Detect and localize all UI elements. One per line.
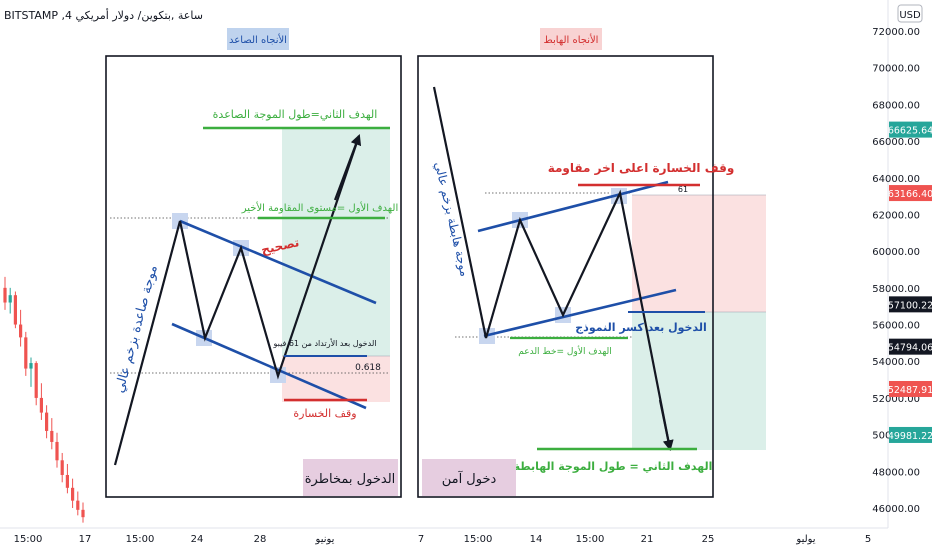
bearish-title-box	[540, 28, 602, 50]
y-tick-label: 56000.00	[872, 321, 920, 332]
price-badge	[889, 426, 932, 443]
candle-body	[3, 287, 7, 303]
x-tick-label: 15:00	[126, 534, 155, 545]
candle-body	[50, 430, 54, 442]
chart-header: BITSTAMP ,4 ساعة ,بتكوين/ دولار أمريكي	[0, 0, 300, 26]
bear-profit-zone	[632, 312, 766, 450]
price-badges: 66625.64 63166.40 57100.22 54794.06 52487.91…	[888, 121, 932, 443]
candle-body	[81, 509, 85, 518]
candle-body	[55, 441, 59, 461]
bear-entry-box-label: دخول آمن	[442, 470, 497, 487]
bear-entry-label: الدخول بعد كسر النموذج	[575, 321, 706, 335]
price-badge	[889, 121, 932, 138]
bull-wave-path	[113, 135, 361, 466]
y-tick-label: 46000.00	[872, 504, 920, 515]
bear-entry-box	[422, 459, 516, 496]
x-tick-label: 24	[191, 534, 204, 545]
bull-stop-label: وقف الخسارة	[293, 407, 356, 420]
x-tick-label: 15:00	[464, 534, 493, 545]
bull-entry-note: الدخول بعد الأرتداد من 61 فيبو	[273, 338, 377, 348]
x-tick-label: 15:00	[576, 534, 605, 545]
candle-body	[24, 337, 28, 369]
candle-body	[65, 474, 69, 488]
symbol-label: BITSTAMP ,4 ساعة ,بتكوين/ دولار أمريكي	[4, 9, 203, 22]
bearish-title: الأنجاه الهابط	[544, 33, 599, 46]
bearish-frame	[417, 55, 714, 498]
x-tick-label: 21	[641, 534, 654, 545]
x-tick-label: 28	[254, 534, 267, 545]
bull-arrow	[333, 133, 362, 201]
x-tick-label: 15:00	[14, 534, 43, 545]
candle-body	[19, 324, 23, 338]
x-tick-label: يونيو	[315, 534, 335, 545]
bull-channel-upper	[179, 219, 377, 305]
y-tick-label: 62000.00	[872, 210, 920, 221]
y-tick-label: 66000.00	[872, 137, 920, 148]
y-tick-label: 54000.00	[872, 357, 920, 368]
candle-body	[13, 295, 17, 325]
price-badge	[889, 338, 932, 355]
x-tick-label: يوليو	[795, 534, 815, 545]
bull-wave-label: موجة صاعدة بزخم عالي	[112, 264, 161, 395]
bear-wave-label: موجة هابطة بزخم عالي	[431, 160, 472, 278]
bull-profit-zone	[282, 128, 390, 356]
currency-badge[interactable]	[897, 4, 923, 23]
x-tick-label: 25	[702, 534, 715, 545]
price-badge	[889, 185, 932, 202]
y-tick-label: 58000.00	[872, 284, 920, 295]
bear-channel-upper	[477, 180, 669, 233]
candle-body	[39, 397, 43, 413]
price-badge-label: 57100.22	[888, 300, 932, 311]
candle-body	[60, 460, 64, 475]
bull-target2-label: الهدف الثاني=طول الموجة الصاعدة	[213, 108, 378, 121]
x-tick-label: 7	[418, 534, 424, 545]
y-tick-label: 68000.00	[872, 100, 920, 111]
candle-body	[29, 363, 33, 369]
candle-body	[45, 412, 49, 431]
bear-channel-lower	[483, 288, 677, 338]
candles-layer	[3, 276, 85, 523]
bear-wave-path	[432, 86, 672, 450]
bullish-title-box	[227, 28, 289, 50]
price-badge	[889, 380, 932, 397]
price-badge-label: 63166.40	[888, 189, 932, 200]
bear-stop-label: وقف الخسارة اعلى اخر مقاومة	[548, 161, 735, 176]
x-tick-label: 14	[530, 534, 543, 545]
y-tick-label: 60000.00	[872, 247, 920, 258]
price-badge-label: 52487.91	[888, 385, 932, 396]
y-tick-label: 52000.00	[872, 394, 920, 405]
candle-body	[76, 500, 80, 510]
bear-target2-label: الهدف الثاني = طول الموجة الهابطة	[514, 460, 713, 473]
y-tick-label: 70000.00	[872, 64, 920, 75]
bear-loss-zone	[632, 195, 766, 312]
price-badge-label: 54794.06	[888, 343, 932, 354]
candle-body	[71, 487, 75, 501]
x-axis-ticks: 15:00 17 15:00 24 28 يونيو 7 15:00 14 15:00 21 25 يو…	[14, 534, 872, 545]
y-tick-label: 72000.00	[872, 27, 920, 38]
bull-entry-box	[303, 459, 398, 496]
x-tick-label: 17	[79, 534, 92, 545]
bullish-title: الأنجاه الصاعد	[229, 33, 287, 46]
currency-label: USD	[899, 10, 921, 21]
bear-fib-label: 61	[678, 185, 688, 194]
price-badge	[889, 296, 932, 313]
candle-body	[34, 363, 38, 398]
candle-body	[8, 295, 12, 303]
price-badge-label: 66625.64	[888, 126, 932, 137]
x-tick-label: 5	[865, 534, 871, 545]
price-badge-label: 49981.22	[888, 431, 932, 442]
bullish-frame	[105, 55, 402, 498]
bull-fib-label: 0.618	[355, 363, 381, 373]
bear-target1-label: الهدف الأول =خط الدعم	[518, 345, 612, 357]
y-tick-label: 64000.00	[872, 174, 920, 185]
y-tick-label: 48000.00	[872, 467, 920, 478]
bear-arrow	[658, 399, 674, 452]
bull-target1-label: الهدف الأول =مستوى المقاومة الأخير	[241, 201, 398, 214]
bull-entry-box-label: الدخول بمخاطرة	[305, 472, 396, 487]
